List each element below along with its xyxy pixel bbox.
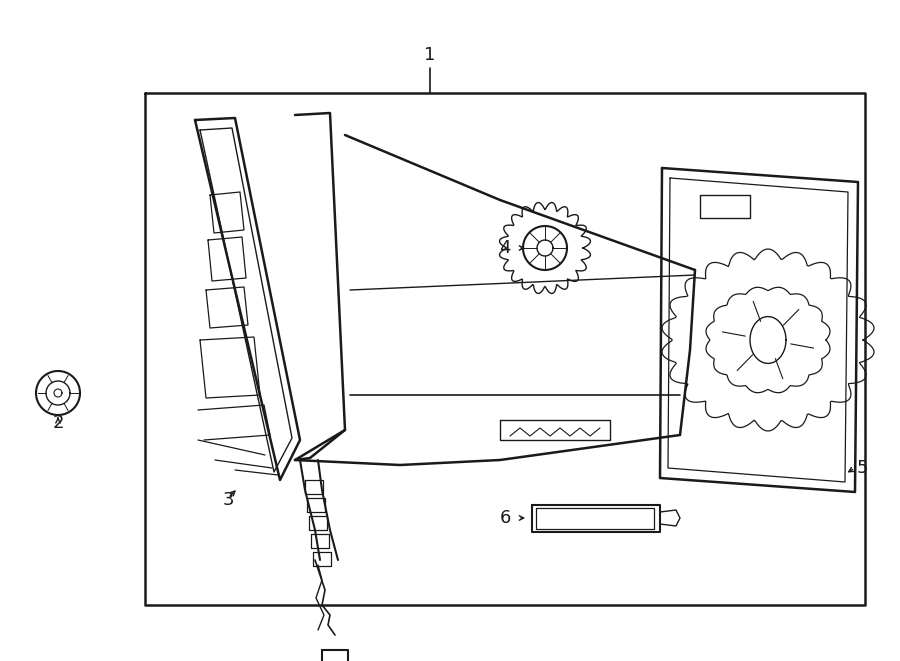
Text: 5: 5 xyxy=(856,459,868,477)
Text: 6: 6 xyxy=(500,509,510,527)
Text: 4: 4 xyxy=(500,239,511,257)
Text: 3: 3 xyxy=(222,491,234,509)
Text: 1: 1 xyxy=(424,46,436,64)
Text: 2: 2 xyxy=(52,414,64,432)
